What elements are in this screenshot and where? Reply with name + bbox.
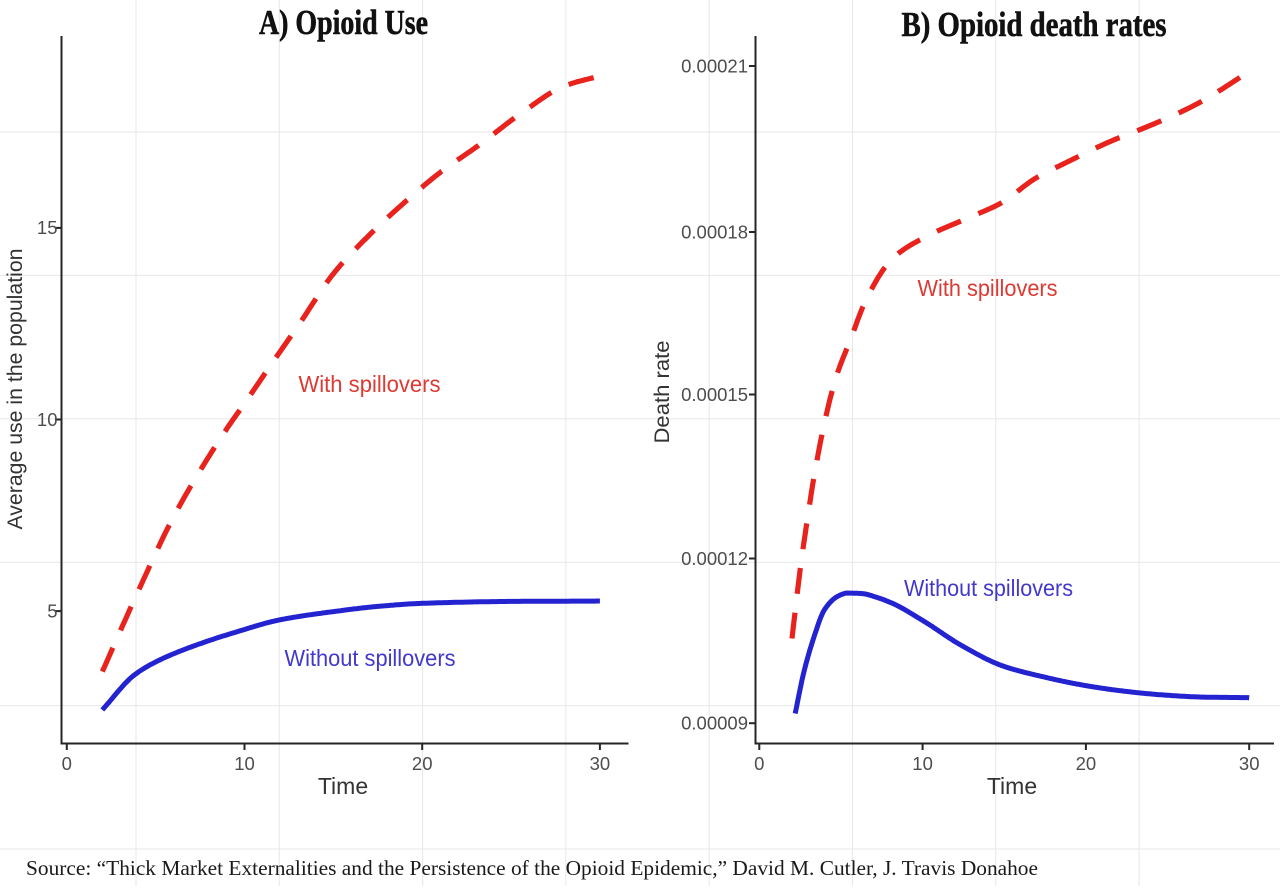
svg-text:0.00018: 0.00018 — [681, 221, 748, 242]
svg-text:0: 0 — [62, 753, 72, 774]
svg-text:B) Opioid death rates: B) Opioid death rates — [902, 5, 1167, 44]
svg-text:Time: Time — [318, 773, 368, 799]
svg-text:0.00012: 0.00012 — [681, 548, 748, 569]
svg-text:30: 30 — [590, 753, 611, 774]
svg-text:10: 10 — [37, 409, 58, 430]
svg-text:A) Opioid Use: A) Opioid Use — [259, 3, 428, 42]
svg-text:0.00015: 0.00015 — [681, 384, 748, 405]
svg-text:Death rate: Death rate — [651, 341, 674, 444]
svg-text:With spillovers: With spillovers — [918, 275, 1058, 301]
svg-text:Without spillovers: Without spillovers — [904, 575, 1073, 601]
svg-text:10: 10 — [912, 753, 933, 774]
svg-text:With spillovers: With spillovers — [299, 371, 441, 397]
svg-text:Time: Time — [987, 773, 1037, 799]
svg-text:0.00021: 0.00021 — [681, 55, 748, 76]
svg-text:0: 0 — [754, 753, 764, 774]
svg-text:20: 20 — [412, 753, 433, 774]
svg-text:Source: “Thick Market External: Source: “Thick Market Externalities and … — [26, 856, 1038, 880]
svg-text:Average use in the population: Average use in the population — [4, 249, 27, 530]
svg-text:30: 30 — [1239, 753, 1260, 774]
svg-text:0.00009: 0.00009 — [681, 713, 748, 734]
svg-text:5: 5 — [47, 600, 57, 621]
svg-text:15: 15 — [37, 217, 58, 238]
svg-text:10: 10 — [234, 753, 255, 774]
svg-text:Without spillovers: Without spillovers — [285, 645, 456, 671]
svg-text:20: 20 — [1076, 753, 1097, 774]
